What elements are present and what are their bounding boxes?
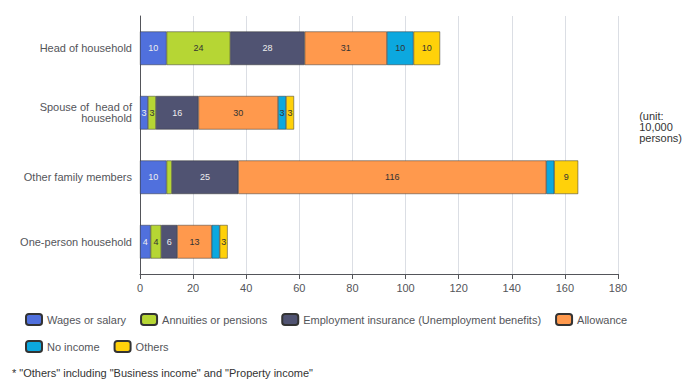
svg-text:Wages or salary: Wages or salary (47, 314, 127, 326)
svg-text:3: 3 (141, 108, 146, 118)
svg-text:0: 0 (137, 282, 143, 294)
svg-text:100: 100 (396, 282, 414, 294)
svg-text:Head of household: Head of household (40, 42, 132, 54)
svg-text:Annuities or pensions: Annuities or pensions (162, 314, 268, 326)
svg-text:31: 31 (341, 43, 351, 53)
svg-text:180: 180 (609, 282, 627, 294)
svg-text:3: 3 (288, 108, 293, 118)
svg-text:160: 160 (556, 282, 574, 294)
svg-text:140: 140 (503, 282, 521, 294)
svg-text:60: 60 (293, 282, 305, 294)
svg-text:Employment insurance (Unemploy: Employment insurance (Unemployment benef… (303, 314, 541, 326)
svg-text:116: 116 (385, 172, 399, 182)
svg-text:20: 20 (187, 282, 199, 294)
svg-text:* "Others" including "Business: * "Others" including "Business income" a… (12, 367, 313, 379)
svg-text:3: 3 (221, 237, 226, 247)
svg-text:10: 10 (148, 172, 158, 182)
svg-text:3: 3 (149, 108, 154, 118)
svg-text:10: 10 (395, 43, 405, 53)
svg-text:9: 9 (564, 172, 569, 182)
svg-text:13: 13 (189, 237, 199, 247)
svg-text:16: 16 (172, 108, 182, 118)
svg-text:One-person household: One-person household (20, 236, 132, 248)
svg-text:household: household (81, 112, 132, 124)
svg-text:30: 30 (233, 108, 243, 118)
svg-text:persons): persons) (639, 132, 682, 144)
svg-text:120: 120 (449, 282, 467, 294)
svg-text:28: 28 (262, 43, 272, 53)
svg-text:25: 25 (200, 172, 210, 182)
svg-text:10: 10 (422, 43, 432, 53)
svg-text:4: 4 (153, 237, 158, 247)
svg-text:6: 6 (167, 237, 172, 247)
svg-text:(unit:: (unit: (639, 109, 664, 122)
svg-text:10,000: 10,000 (639, 120, 673, 133)
svg-text:24: 24 (193, 43, 203, 53)
svg-text:Allowance: Allowance (577, 314, 627, 326)
svg-text:4: 4 (143, 237, 148, 247)
svg-text:80: 80 (346, 282, 358, 294)
svg-text:Spouse of head of: Spouse of head of (39, 101, 132, 114)
svg-text:3: 3 (280, 108, 285, 118)
svg-text:40: 40 (240, 282, 252, 294)
svg-text:Other family members: Other family members (24, 171, 133, 183)
svg-text:Others: Others (136, 341, 170, 353)
svg-text:10: 10 (148, 43, 158, 53)
svg-text:No income: No income (47, 341, 100, 353)
